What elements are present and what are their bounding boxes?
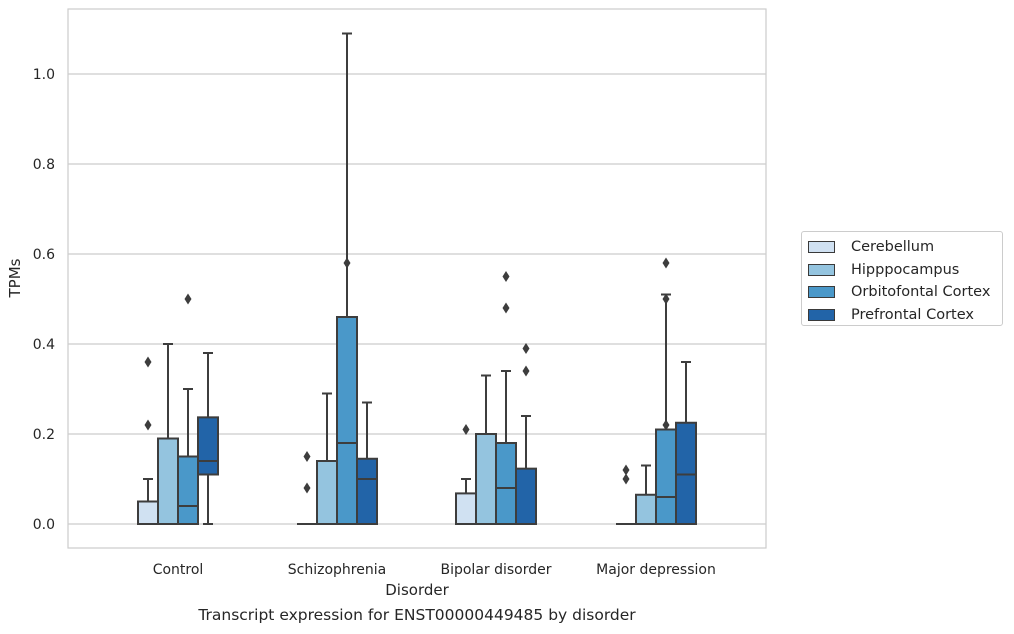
box-cerebellum bbox=[297, 451, 317, 525]
y-tick-label: 0.6 bbox=[33, 247, 55, 263]
outlier-point bbox=[462, 424, 470, 435]
legend-item: Prefrontal Cortex bbox=[808, 304, 1002, 327]
legend-label: Prefrontal Cortex bbox=[851, 306, 974, 323]
legend-label: Cerebellum bbox=[851, 239, 935, 256]
box-body bbox=[177, 455, 199, 525]
outlier-point bbox=[622, 473, 630, 485]
box-prefrontal-cortex bbox=[675, 361, 697, 525]
box-prefrontal-cortex bbox=[356, 401, 378, 525]
y-tick-label: 0.4 bbox=[33, 337, 55, 353]
legend-item: Orbitofontal Cortex bbox=[808, 281, 1002, 304]
outlier-point bbox=[662, 257, 670, 269]
x-tick-label: Control bbox=[153, 562, 204, 578]
outlier-point bbox=[522, 365, 530, 377]
box-body bbox=[655, 428, 677, 525]
box-body bbox=[635, 493, 657, 525]
outlier-point bbox=[522, 343, 530, 354]
outlier-point bbox=[502, 271, 510, 282]
box-orbitofontal-cortex bbox=[655, 257, 677, 525]
x-tick-label: Bipolar disorder bbox=[440, 562, 551, 578]
legend-label: Hipppocampus bbox=[851, 261, 960, 278]
x-tick-label: Major depression bbox=[596, 562, 716, 578]
box-body bbox=[197, 416, 219, 476]
outlier-point bbox=[303, 482, 311, 494]
box-body bbox=[455, 492, 477, 525]
outlier-point bbox=[662, 293, 670, 305]
outlier-point bbox=[184, 293, 192, 305]
legend-swatch bbox=[808, 263, 835, 276]
box-orbitofontal-cortex bbox=[336, 32, 358, 525]
x-axis-ticks: Control Schizophrenia Bipolar disorder Majo… bbox=[153, 562, 716, 578]
y-tick-label: 1.0 bbox=[33, 67, 55, 83]
outlier-point bbox=[343, 257, 351, 269]
y-axis-title: TPMs bbox=[6, 258, 24, 298]
outlier-point bbox=[303, 451, 311, 462]
y-axis-ticks: 0.0 0.2 0.4 0.6 0.8 1.0 bbox=[33, 67, 55, 533]
outlier-point bbox=[144, 356, 152, 368]
box-body bbox=[316, 460, 338, 525]
legend: Cerebellum Hipppocampus Orbitofontal Corte… bbox=[801, 231, 1003, 326]
boxes-layer bbox=[137, 32, 697, 525]
box-cerebellum bbox=[616, 464, 636, 525]
chart-caption: Transcript expression for ENST0000044948… bbox=[198, 606, 636, 624]
outlier-point bbox=[662, 419, 670, 431]
legend-item: Hipppocampus bbox=[808, 259, 1002, 282]
box-body bbox=[137, 500, 159, 525]
box-body bbox=[475, 433, 497, 525]
y-tick-label: 0.8 bbox=[33, 157, 55, 173]
outlier-point bbox=[622, 464, 630, 476]
box-body bbox=[495, 442, 517, 525]
outlier-point bbox=[502, 302, 510, 314]
box-orbitofontal-cortex bbox=[177, 293, 199, 525]
legend-swatch bbox=[808, 308, 835, 321]
y-tick-label: 0.0 bbox=[33, 517, 55, 533]
box-body bbox=[356, 457, 378, 525]
legend-swatch bbox=[808, 286, 835, 299]
y-tick-label: 0.2 bbox=[33, 427, 55, 443]
box-prefrontal-cortex bbox=[515, 343, 537, 525]
box-body bbox=[515, 467, 537, 525]
legend-swatch bbox=[808, 241, 835, 254]
box-body bbox=[157, 437, 179, 525]
x-axis-title: Disorder bbox=[385, 581, 449, 599]
box-prefrontal-cortex bbox=[197, 352, 219, 525]
legend-item: Cerebellum bbox=[808, 236, 1002, 259]
outlier-point bbox=[144, 419, 152, 431]
box-orbitofontal-cortex bbox=[495, 271, 517, 525]
box-body bbox=[675, 421, 697, 525]
legend-label: Orbitofontal Cortex bbox=[851, 284, 991, 301]
box-body bbox=[336, 316, 358, 525]
x-tick-label: Schizophrenia bbox=[288, 562, 386, 578]
